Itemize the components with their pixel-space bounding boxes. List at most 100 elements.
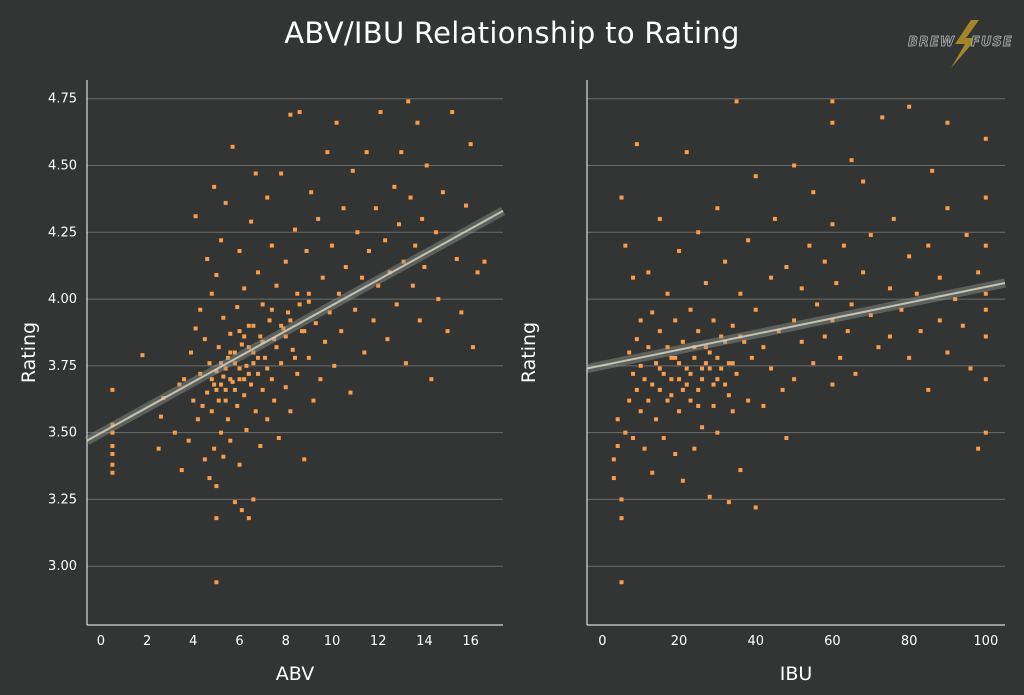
ibu-data-point (650, 470, 655, 475)
ibu-data-point (849, 302, 854, 307)
abv-data-point (336, 291, 341, 296)
abv-data-point (258, 444, 263, 449)
ibu-data-point (887, 286, 892, 291)
ibu-data-point (926, 243, 931, 248)
abv-data-point (327, 310, 332, 315)
abv-data-point (362, 350, 367, 355)
abv-x-tick-label: 16 (462, 634, 479, 649)
ibu-data-point (845, 329, 850, 334)
ibu-data-point (631, 371, 636, 376)
ibu-data-point (976, 270, 981, 275)
ibu-data-point (983, 243, 988, 248)
abv-data-point (415, 120, 420, 125)
ibu-data-point (799, 339, 804, 344)
abv-data-point (408, 195, 413, 200)
abv-data-point (288, 318, 293, 323)
ibu-data-point (642, 377, 647, 382)
abv-data-point (355, 230, 360, 235)
ibu-data-point (677, 409, 682, 414)
abv-data-point (212, 382, 217, 387)
ibu-data-point (937, 275, 942, 280)
abv-data-point (260, 387, 265, 392)
abv-data-point (348, 390, 353, 395)
abv-data-point (329, 243, 334, 248)
abv-data-point (186, 438, 191, 443)
abv-y-tick-label: 4.25 (48, 225, 77, 240)
ibu-data-point (711, 318, 716, 323)
ibu-data-point (841, 243, 846, 248)
ibu-data-point (707, 366, 712, 371)
abv-data-point (198, 307, 203, 312)
ibu-data-point (891, 216, 896, 221)
ibu-data-point (657, 329, 662, 334)
abv-data-point (232, 500, 237, 505)
lightning-bolt-icon (951, 20, 979, 68)
ibu-data-point (696, 230, 701, 235)
abv-data-point (279, 323, 284, 328)
ibu-data-point (868, 313, 873, 318)
abv-data-point (177, 382, 182, 387)
abv-data-point (223, 366, 228, 371)
ibu-data-point (792, 163, 797, 168)
abv-data-point (272, 337, 277, 342)
abv-data-point (422, 265, 427, 270)
abv-data-point (251, 323, 256, 328)
abv-data-point (350, 168, 355, 173)
ibu-data-point (730, 323, 735, 328)
abv-data-point (230, 379, 235, 384)
abv-data-point (209, 377, 214, 382)
ibu-data-point (723, 382, 728, 387)
ibu-data-point (983, 291, 988, 296)
ibu-data-point (753, 307, 758, 312)
ibu-x-tick-label: 60 (824, 634, 841, 649)
abv-data-point (378, 110, 383, 115)
ibu-data-point (907, 104, 912, 109)
ibu-data-point (761, 403, 766, 408)
abv-data-point (274, 345, 279, 350)
ibu-data-point (822, 259, 827, 264)
ibu-data-point (937, 318, 942, 323)
ibu-x-tick-label: 100 (973, 634, 998, 649)
abv-data-point (246, 371, 251, 376)
ibu-data-point (734, 371, 739, 376)
ibu-data-point (646, 398, 651, 403)
ibu-data-point (631, 435, 636, 440)
ibu-data-point (700, 425, 705, 430)
abv-data-point (274, 283, 279, 288)
abv-data-point (325, 150, 330, 155)
ibu-data-point (619, 516, 624, 521)
abv-data-point (302, 329, 307, 334)
ibu-data-point (983, 430, 988, 435)
ibu-data-point (926, 387, 931, 392)
abv-data-point (316, 216, 321, 221)
abv-data-point (256, 270, 261, 275)
ibu-data-point (611, 457, 616, 462)
abv-data-point (265, 366, 270, 371)
abv-data-point (397, 222, 401, 227)
ibu-data-point (619, 195, 624, 200)
abv-data-point (260, 302, 265, 307)
ibu-data-point (749, 355, 754, 360)
abv-data-point (429, 377, 434, 382)
abv-data-point (283, 385, 288, 390)
abv-x-tick-label: 4 (189, 634, 197, 649)
ibu-data-point (677, 377, 682, 382)
abv-data-point (482, 259, 487, 264)
abv-data-point (223, 200, 228, 205)
ibu-data-point (696, 403, 701, 408)
ibu-data-point (761, 345, 766, 350)
abv-data-point (297, 302, 302, 307)
abv-x-tick-label: 6 (235, 634, 243, 649)
abv-data-point (205, 256, 210, 261)
abv-data-point (323, 339, 328, 344)
abv-data-point (251, 361, 256, 366)
abv-data-point (265, 417, 270, 422)
ibu-data-point (769, 366, 774, 371)
abv-data-point (433, 230, 438, 235)
abv-data-point (228, 331, 233, 336)
abv-x-tick-label: 2 (143, 634, 151, 649)
ibu-data-point (627, 398, 632, 403)
ibu-data-point (673, 318, 678, 323)
abv-data-point (198, 371, 203, 376)
ibu-data-point (742, 339, 747, 344)
